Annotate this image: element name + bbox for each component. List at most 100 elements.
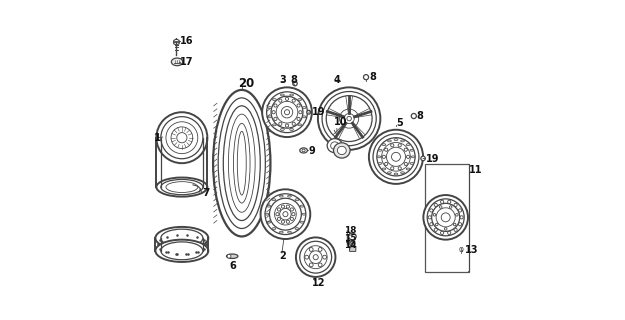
Ellipse shape	[265, 194, 306, 235]
Ellipse shape	[269, 198, 301, 230]
Ellipse shape	[272, 111, 275, 114]
Ellipse shape	[300, 148, 308, 153]
Ellipse shape	[326, 96, 372, 141]
Text: φ: φ	[459, 245, 464, 254]
Ellipse shape	[161, 229, 203, 247]
Ellipse shape	[290, 217, 294, 220]
Ellipse shape	[272, 199, 276, 201]
Ellipse shape	[262, 87, 312, 137]
Ellipse shape	[166, 122, 198, 154]
Ellipse shape	[449, 206, 452, 208]
Ellipse shape	[267, 205, 271, 207]
Ellipse shape	[433, 213, 436, 216]
Ellipse shape	[441, 213, 450, 222]
Ellipse shape	[156, 178, 208, 197]
Ellipse shape	[274, 117, 277, 121]
Text: 11: 11	[469, 164, 482, 174]
Ellipse shape	[436, 208, 455, 227]
Ellipse shape	[302, 149, 305, 152]
Text: 5: 5	[396, 118, 402, 128]
Ellipse shape	[265, 213, 269, 215]
Ellipse shape	[286, 124, 289, 127]
Ellipse shape	[274, 203, 296, 225]
Ellipse shape	[322, 92, 376, 146]
Ellipse shape	[218, 98, 266, 228]
Ellipse shape	[279, 231, 283, 233]
Ellipse shape	[292, 122, 295, 125]
Ellipse shape	[423, 195, 468, 240]
Ellipse shape	[373, 134, 419, 180]
Ellipse shape	[410, 149, 414, 151]
Ellipse shape	[161, 180, 203, 195]
Text: 7: 7	[202, 188, 210, 198]
Ellipse shape	[279, 99, 282, 102]
Ellipse shape	[267, 221, 271, 223]
Ellipse shape	[313, 255, 318, 260]
FancyBboxPatch shape	[349, 246, 356, 252]
Ellipse shape	[439, 206, 442, 208]
Ellipse shape	[318, 87, 381, 150]
Ellipse shape	[401, 172, 404, 174]
Ellipse shape	[298, 124, 301, 126]
Ellipse shape	[382, 155, 386, 158]
Ellipse shape	[286, 97, 289, 100]
Ellipse shape	[448, 231, 451, 235]
Text: 10: 10	[334, 117, 348, 127]
Ellipse shape	[331, 142, 339, 149]
Ellipse shape	[284, 110, 289, 115]
Ellipse shape	[404, 162, 408, 165]
FancyBboxPatch shape	[424, 164, 469, 272]
Ellipse shape	[318, 248, 322, 252]
Text: 9: 9	[308, 146, 315, 156]
Text: 12: 12	[312, 278, 326, 288]
Ellipse shape	[302, 213, 306, 215]
Ellipse shape	[213, 90, 271, 236]
Text: 6: 6	[229, 261, 236, 271]
Ellipse shape	[411, 114, 416, 119]
Text: 19: 19	[426, 154, 439, 164]
Ellipse shape	[322, 255, 326, 259]
Ellipse shape	[297, 117, 300, 121]
Ellipse shape	[161, 117, 203, 159]
Ellipse shape	[404, 148, 408, 151]
Ellipse shape	[347, 116, 351, 121]
Ellipse shape	[272, 99, 276, 100]
Text: 20: 20	[239, 77, 255, 90]
Ellipse shape	[281, 94, 284, 96]
Ellipse shape	[302, 107, 306, 108]
Ellipse shape	[453, 223, 456, 226]
Ellipse shape	[279, 195, 283, 197]
Ellipse shape	[290, 94, 294, 96]
Ellipse shape	[298, 99, 301, 100]
Ellipse shape	[434, 228, 437, 231]
Ellipse shape	[281, 220, 284, 223]
Ellipse shape	[369, 130, 423, 184]
Ellipse shape	[223, 106, 260, 220]
Ellipse shape	[309, 263, 313, 267]
Ellipse shape	[411, 156, 415, 158]
Ellipse shape	[460, 216, 463, 219]
Ellipse shape	[454, 228, 458, 231]
Ellipse shape	[278, 217, 281, 220]
Ellipse shape	[327, 139, 342, 153]
Ellipse shape	[428, 199, 464, 236]
Ellipse shape	[305, 255, 309, 259]
Ellipse shape	[430, 223, 433, 226]
Ellipse shape	[378, 149, 382, 151]
Ellipse shape	[391, 152, 401, 161]
Ellipse shape	[377, 138, 415, 176]
Ellipse shape	[448, 200, 451, 204]
Ellipse shape	[283, 212, 288, 217]
Ellipse shape	[279, 122, 282, 125]
Ellipse shape	[272, 124, 276, 126]
Text: 14: 14	[344, 241, 357, 250]
Ellipse shape	[295, 199, 299, 201]
Ellipse shape	[226, 254, 238, 259]
Ellipse shape	[444, 228, 447, 230]
Ellipse shape	[268, 107, 272, 108]
Ellipse shape	[171, 58, 183, 66]
Ellipse shape	[441, 231, 444, 235]
Ellipse shape	[430, 209, 433, 212]
Ellipse shape	[432, 203, 460, 231]
Text: 17: 17	[180, 57, 194, 67]
